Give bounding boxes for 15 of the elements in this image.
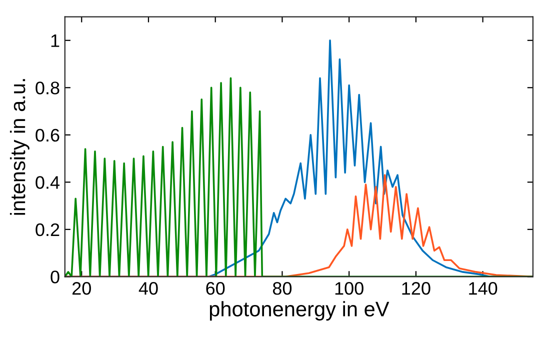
x-tick-label: 100 [335,282,364,295]
x-axis-title: photonenergy in eV [210,301,390,321]
y-tick-label: 0.4 [36,176,60,189]
x-tick-label: 80 [272,282,292,295]
y-tick-label: 0.8 [36,82,60,94]
x-tick-label: 20 [72,282,91,295]
y-tick-label: 0.2 [36,223,60,236]
x-tick-label: 120 [402,282,430,295]
x-tick-label: 40 [138,282,158,295]
x-tick-label: 140 [469,282,498,295]
y-axis-title: intensity in a.u. [10,79,30,215]
y-tick-label: 1 [51,34,60,47]
y-tick-label: 0.6 [36,128,60,142]
y-tick-label: 0 [50,270,60,284]
x-tick-label: 60 [206,282,225,295]
